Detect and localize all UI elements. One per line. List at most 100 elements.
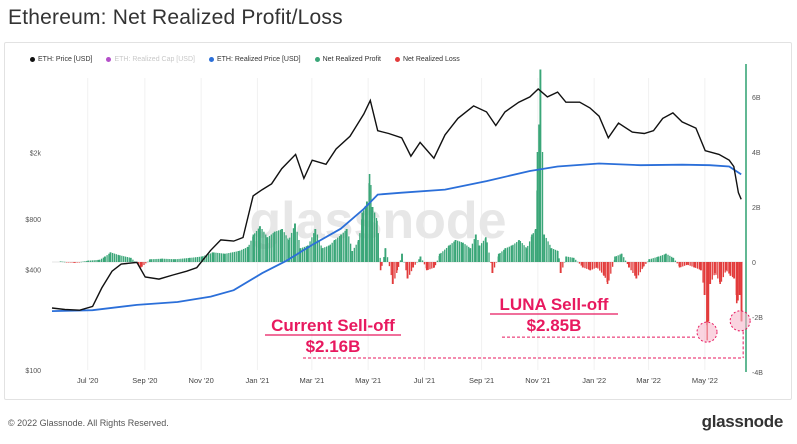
profit-bar <box>440 252 442 262</box>
profit-bar <box>650 258 653 262</box>
loss-bar <box>686 262 688 265</box>
luna-annotation-title: LUNA Sell-off <box>500 295 609 314</box>
profit-bar <box>519 241 522 262</box>
chart-grid <box>52 78 743 370</box>
legend-item[interactable]: Net Realized Loss <box>394 56 460 63</box>
profit-bar <box>351 251 353 262</box>
profit-bar <box>556 251 559 262</box>
loss-bar <box>630 262 632 271</box>
loss-bar <box>423 262 426 265</box>
profit-bar <box>103 256 106 262</box>
loss-bar <box>396 262 399 271</box>
loss-bar <box>145 262 147 264</box>
loss-bar <box>425 262 428 271</box>
profit-bar <box>134 261 136 262</box>
profit-bar <box>461 242 464 262</box>
profit-bar <box>617 255 619 262</box>
profit-bar <box>345 229 348 262</box>
profit-bar <box>340 234 342 262</box>
profit-bar <box>132 259 134 262</box>
loss-bar <box>643 262 645 267</box>
profit-bar <box>93 260 95 262</box>
loss-bar <box>586 262 588 269</box>
profit-bar <box>174 259 176 262</box>
loss-bar <box>137 262 140 265</box>
legend-item[interactable]: ETH: Price [USD] <box>30 56 92 63</box>
profit-bar <box>349 243 352 262</box>
y-right-tick-label: 4B <box>752 150 761 157</box>
legend-label: ETH: Realized Cap [USD] <box>114 56 195 63</box>
loss-bar <box>593 262 595 269</box>
legend-item[interactable]: Net Realized Profit <box>314 56 381 63</box>
y-right-tick-label: 0 <box>752 260 756 267</box>
loss-bar <box>641 262 644 268</box>
profit-bar <box>523 245 525 262</box>
loss-bar <box>139 262 142 268</box>
profit-bar <box>302 247 304 262</box>
profit-bar <box>270 234 272 262</box>
profit-bar <box>454 240 457 262</box>
profit-bar <box>322 247 324 262</box>
legend-swatch <box>30 57 35 62</box>
loss-bar <box>71 262 73 263</box>
loss-bar <box>589 262 591 271</box>
loss-bar <box>740 262 743 322</box>
profit-bar <box>674 260 677 262</box>
profit-bar <box>106 255 108 262</box>
profit-bar <box>62 261 64 263</box>
profit-bar <box>152 259 154 262</box>
profit-bar <box>534 229 537 262</box>
profit-bar <box>549 244 551 262</box>
profit-bar <box>63 261 66 263</box>
loss-bar <box>73 262 76 263</box>
loss-bar <box>584 262 586 269</box>
loss-bar <box>606 262 609 284</box>
loss-bar <box>433 262 435 268</box>
loss-bar <box>628 262 630 268</box>
x-tick-label: Nov '20 <box>189 376 214 385</box>
profit-bar <box>379 257 381 262</box>
profit-bar <box>436 260 439 262</box>
loss-bar <box>581 262 584 268</box>
profit-bar <box>521 243 523 262</box>
profit-bar <box>486 242 488 262</box>
loss-bar <box>698 262 701 270</box>
profit-bar <box>279 229 282 262</box>
luna-annotation-value: $2.85B <box>527 316 582 335</box>
profit-bar <box>123 256 125 262</box>
profit-bar <box>222 253 224 262</box>
profit-bar <box>209 253 212 262</box>
profit-bar <box>543 234 545 262</box>
profit-bar <box>497 253 500 262</box>
profit-bar <box>368 174 371 262</box>
profit-bar <box>84 261 86 262</box>
profit-bar <box>98 259 101 262</box>
net-realized-bars <box>59 69 743 341</box>
profit-bar <box>171 259 173 262</box>
profit-bar <box>661 255 664 262</box>
left-axis: $2k $800 $400 $100 <box>25 151 41 375</box>
profit-bar <box>255 230 258 262</box>
legend-item[interactable]: ETH: Realized Cap [USD] <box>106 56 195 63</box>
y-right-tick-label: -4B <box>752 370 763 377</box>
profit-bar <box>383 257 385 262</box>
y-left-tick-label: $800 <box>25 217 41 224</box>
profit-bar <box>442 251 444 262</box>
profit-bar <box>261 229 263 262</box>
profit-bar <box>223 253 226 262</box>
profit-bar <box>233 251 236 262</box>
profit-bar <box>292 228 295 262</box>
profit-bar <box>115 254 117 262</box>
page-title: Ethereum: Net Realized Profit/Loss <box>8 6 343 29</box>
profit-bar <box>268 235 271 262</box>
profit-bar <box>82 261 84 263</box>
profit-bar <box>230 252 232 262</box>
loss-bar <box>75 262 77 263</box>
legend-item[interactable]: ETH: Realized Price [USD] <box>208 56 301 63</box>
loss-bar <box>604 262 606 278</box>
profit-bar <box>278 230 280 262</box>
profit-bar <box>619 254 621 262</box>
legend-label: ETH: Realized Price [USD] <box>216 56 301 63</box>
profit-bar <box>272 233 274 262</box>
profit-bar <box>445 247 448 262</box>
